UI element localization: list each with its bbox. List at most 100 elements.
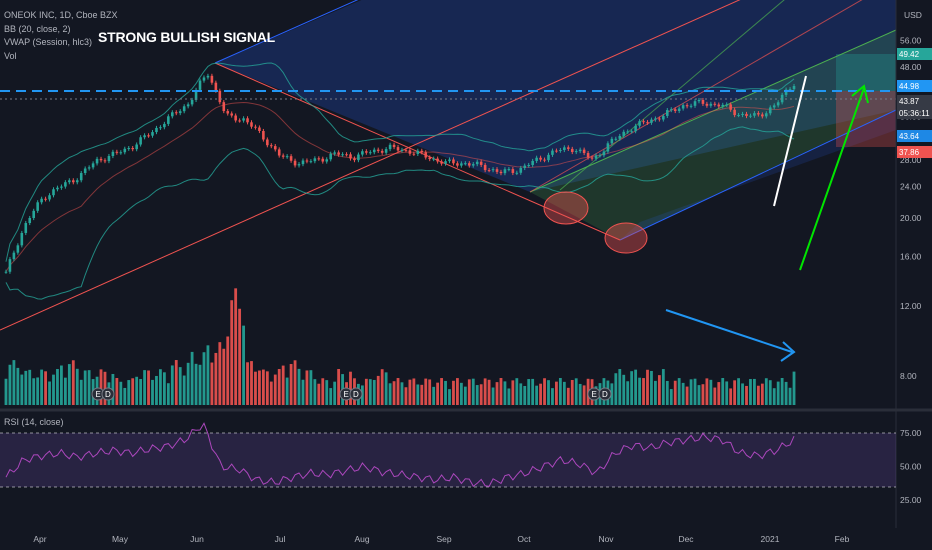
time-tick-label: Dec xyxy=(678,534,694,544)
volume-bar xyxy=(646,369,649,405)
volume-bar xyxy=(166,383,170,405)
rsi-tick-label: 25.00 xyxy=(900,495,922,505)
candle-body xyxy=(602,151,606,156)
candle-body xyxy=(780,94,784,103)
volume-bar xyxy=(709,379,713,405)
volume-bar xyxy=(119,381,123,405)
volume-bar xyxy=(75,368,79,405)
candle-body xyxy=(559,150,562,152)
volume-bar xyxy=(764,378,768,405)
candle-body xyxy=(361,151,364,155)
candle-body xyxy=(689,105,693,107)
volume-bar xyxy=(467,379,471,405)
volume-bar xyxy=(626,381,630,405)
volume-bar xyxy=(733,380,737,405)
volume-bar xyxy=(269,381,273,405)
volume-bar xyxy=(436,382,440,405)
candle-body xyxy=(325,159,329,162)
candle-body xyxy=(582,149,586,154)
volume-bar xyxy=(697,385,701,405)
volume-bar xyxy=(456,378,459,405)
candle-body xyxy=(171,112,174,117)
volume-bar xyxy=(665,380,669,405)
highlight-ellipse-2 xyxy=(604,222,648,254)
volume-bar xyxy=(753,378,756,405)
candle-body xyxy=(297,164,301,166)
candle-body xyxy=(563,147,566,151)
volume-bar xyxy=(669,389,673,405)
candle-body xyxy=(64,182,67,187)
candle-body xyxy=(792,86,796,90)
volume-bars xyxy=(4,288,796,405)
volume-bar xyxy=(483,378,487,405)
candle-body xyxy=(79,173,83,181)
candle-body xyxy=(527,164,530,166)
candle-body xyxy=(610,138,614,144)
candle-body xyxy=(270,145,273,147)
candle-body xyxy=(127,148,131,150)
volume-bar xyxy=(4,378,8,405)
volume-bar xyxy=(329,388,333,405)
volume-bar xyxy=(170,365,174,405)
candle-body xyxy=(131,148,134,150)
candle-body xyxy=(301,160,305,165)
candle-body xyxy=(321,158,325,162)
candle-body xyxy=(242,118,245,121)
candle-body xyxy=(285,156,289,158)
candle-body xyxy=(614,138,618,140)
volume-bar xyxy=(48,381,51,405)
candle-body xyxy=(266,139,269,146)
candle-body xyxy=(515,172,519,174)
volume-bar xyxy=(448,389,451,405)
candle-body xyxy=(99,158,103,161)
volume-bar xyxy=(159,369,162,405)
candle-body xyxy=(178,111,182,114)
bollinger-upper-band xyxy=(5,62,795,262)
pitchfork-median-line xyxy=(0,0,741,331)
volume-bar xyxy=(162,372,166,405)
candle-body xyxy=(167,116,170,124)
candle-body xyxy=(479,161,483,165)
symbol-legend: ONEOK INC, 1D, Cboe BZX xyxy=(4,10,118,20)
volume-bar xyxy=(273,374,277,405)
candle-body xyxy=(95,158,99,164)
price-badge-label: 05:36:11 xyxy=(899,109,930,118)
volume-bar xyxy=(380,369,384,405)
volume-bar xyxy=(749,379,752,405)
vol-legend: Vol xyxy=(4,51,17,61)
volume-bar xyxy=(32,378,36,405)
volume-bar xyxy=(305,370,309,405)
candle-body xyxy=(159,127,162,129)
candle-body xyxy=(475,161,479,165)
candle-body xyxy=(87,167,91,169)
volume-bar xyxy=(337,369,341,405)
candle-body xyxy=(202,77,206,81)
candle-body xyxy=(531,160,534,165)
candle-body xyxy=(103,160,107,162)
candle-body xyxy=(305,160,309,162)
volume-bar xyxy=(523,386,527,405)
candle-body xyxy=(155,127,158,133)
rsi-pane xyxy=(0,422,896,488)
volume-bar xyxy=(543,378,546,405)
candle-body xyxy=(788,89,792,91)
volume-bar xyxy=(404,387,408,405)
volume-bar xyxy=(56,369,59,405)
candle-body xyxy=(681,105,685,109)
volume-bar xyxy=(412,378,416,405)
volume-bar xyxy=(52,374,55,405)
candle-body xyxy=(511,169,515,173)
volume-bar xyxy=(634,369,638,405)
candle-body xyxy=(206,75,210,78)
candle-body xyxy=(729,104,732,110)
candle-body xyxy=(230,113,233,116)
signal-annotation: STRONG BULLISH SIGNAL xyxy=(98,29,276,45)
candle-body xyxy=(262,131,265,140)
volume-bar xyxy=(424,378,428,405)
candle-body xyxy=(701,99,705,104)
candle-body xyxy=(646,122,649,124)
candle-body xyxy=(12,252,16,260)
volume-bar xyxy=(111,373,115,405)
volume-bar xyxy=(246,362,249,405)
candle-body xyxy=(772,105,776,108)
